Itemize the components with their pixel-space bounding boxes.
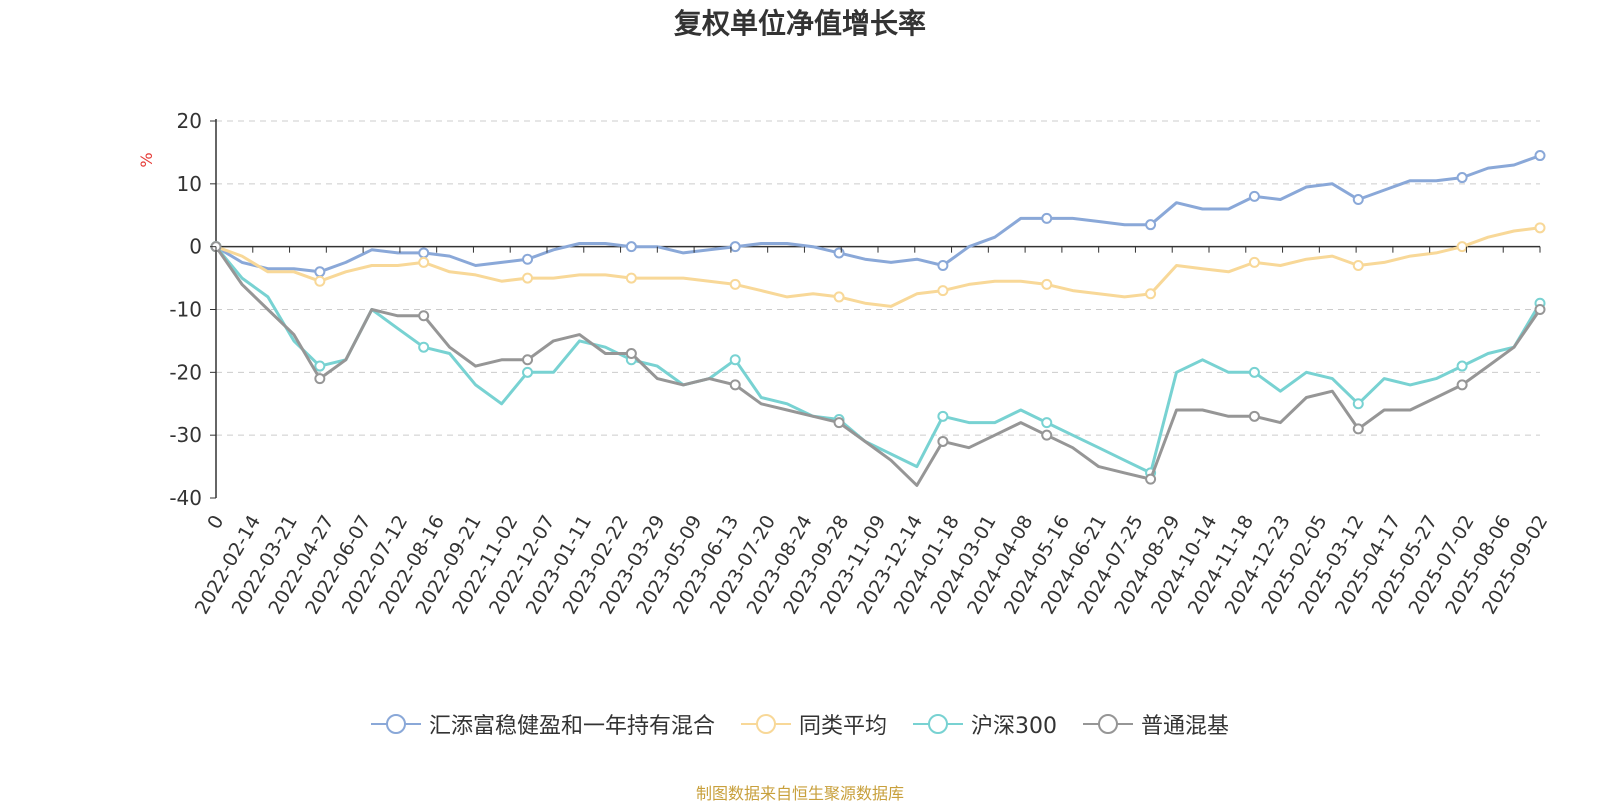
data-point [1352, 423, 1364, 435]
data-point [833, 291, 845, 303]
series-line [214, 245, 1542, 487]
data-point [1352, 398, 1364, 410]
data-point [1248, 256, 1260, 268]
legend-item-csi300[interactable]: 沪深300 [913, 708, 1057, 740]
y-tick-label: -30 [169, 423, 202, 447]
data-point [1248, 190, 1260, 202]
legend-item-mixed-fund[interactable]: 普通混基 [1083, 708, 1229, 740]
data-point [314, 373, 326, 385]
data-point [1041, 429, 1053, 441]
data-point [625, 272, 637, 284]
data-source-note: 制图数据来自恒生聚源数据库 [695, 784, 904, 803]
data-point [1534, 150, 1546, 162]
series-line [214, 245, 1542, 475]
data-point [418, 256, 430, 268]
data-point [729, 241, 741, 253]
data-point [833, 247, 845, 259]
y-tick-label: 20 [177, 109, 202, 133]
data-point [1145, 219, 1157, 231]
y-tick-label: 10 [177, 172, 202, 196]
data-point [1352, 260, 1364, 272]
data-point [937, 410, 949, 422]
data-point [314, 360, 326, 372]
data-point [1456, 172, 1468, 184]
series-line [215, 226, 1541, 308]
legend-label: 同类平均 [798, 714, 887, 739]
series-0 [210, 150, 1546, 278]
chart-title: 复权单位净值增长率 [673, 7, 926, 40]
data-point [1456, 241, 1468, 253]
data-point [937, 435, 949, 447]
data-point [729, 379, 741, 391]
data-point [1456, 360, 1468, 372]
data-point [729, 354, 741, 366]
data-point [1041, 417, 1053, 429]
data-point [314, 266, 326, 278]
data-point [1145, 288, 1157, 300]
legend-line-circle-icon [913, 714, 963, 734]
y-tick-label: 0 [189, 235, 202, 259]
grid-lines [216, 120, 1540, 436]
data-point [1145, 473, 1157, 485]
data-point [1534, 304, 1546, 315]
series-group [210, 150, 1546, 487]
data-point [1534, 222, 1546, 234]
legend-line-circle-icon [370, 714, 421, 734]
legend: 汇添富稳健盈和一年持有混合 同类平均 沪深300 普通混基 [0, 708, 1600, 740]
data-point [833, 417, 845, 429]
data-point [522, 366, 534, 378]
series-2 [210, 241, 1546, 479]
series-1 [210, 222, 1546, 308]
data-point [1041, 278, 1053, 290]
data-point [1248, 410, 1260, 422]
data-point [418, 247, 430, 259]
legend-line-circle-icon [1083, 714, 1133, 734]
data-point [522, 253, 534, 265]
axes [215, 119, 1540, 498]
data-point [937, 285, 949, 297]
data-point [729, 278, 741, 290]
data-point [1456, 379, 1468, 391]
legend-line-circle-icon [740, 714, 791, 734]
series-3 [210, 241, 1546, 487]
x-tick-label: 0 [203, 512, 228, 533]
data-point [1041, 212, 1053, 224]
legend-item-peer-average[interactable]: 同类平均 [740, 708, 887, 740]
y-tick-label: -20 [169, 360, 202, 384]
legend-label: 普通混基 [1141, 714, 1230, 739]
data-point [1352, 194, 1364, 206]
y-tick-labels: 20 10 0 -10 -20 -30 -40 [169, 109, 216, 510]
y-tick-label: -10 [169, 298, 202, 322]
x-tick-labels: 02022-02-142022-03-212022-04-272022-06-0… [191, 246, 1552, 618]
legend-label: 汇添富稳健盈和一年持有混合 [428, 714, 715, 739]
data-point [625, 347, 637, 359]
data-point [522, 272, 534, 284]
y-tick-label: -40 [169, 486, 202, 510]
data-point [1248, 366, 1260, 378]
data-point [418, 310, 430, 322]
data-point [314, 275, 326, 287]
y-axis-label: % [137, 152, 156, 167]
data-point [937, 260, 949, 272]
legend-item-fund[interactable]: 汇添富稳健盈和一年持有混合 [370, 708, 715, 740]
legend-label: 沪深300 [971, 714, 1057, 739]
data-point [418, 341, 430, 353]
data-point [625, 241, 637, 253]
series-line [215, 154, 1541, 274]
data-point [522, 354, 534, 366]
